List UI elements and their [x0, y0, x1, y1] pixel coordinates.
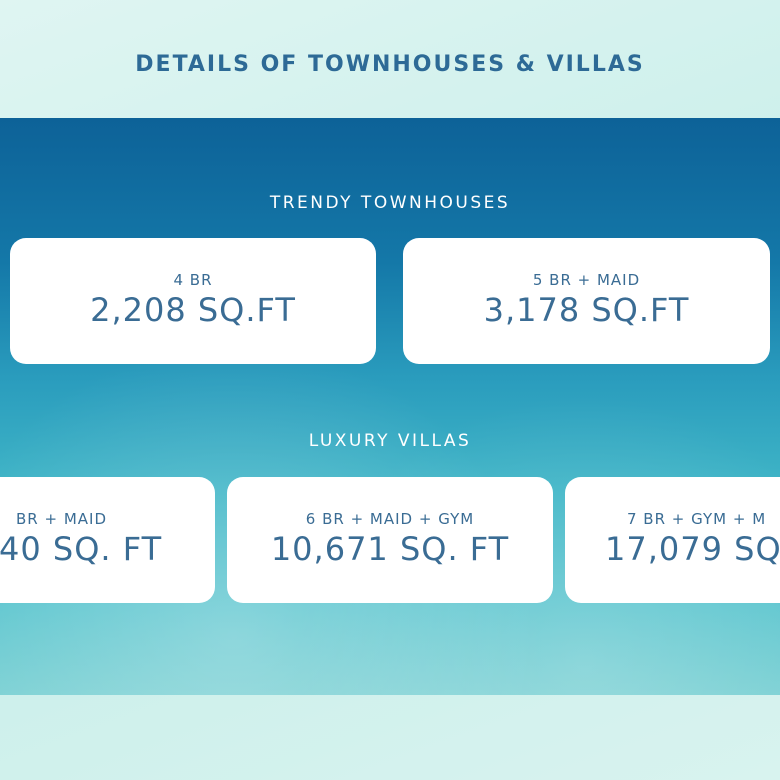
card-label: BR + MAID [16, 510, 107, 528]
villa-card-6br: 6 BR + MAID + GYM 10,671 SQ. FT [227, 477, 553, 603]
card-area: 10,671 SQ. FT [270, 530, 510, 568]
villa-card-7br: 7 BR + GYM + M 17,079 SQ [565, 477, 780, 603]
card-label: 7 BR + GYM + M [627, 510, 767, 528]
card-label: 4 BR [173, 271, 213, 289]
townhouses-heading: TRENDY TOWNHOUSES [269, 193, 511, 213]
card-area: 3,178 SQ.FT [483, 291, 690, 329]
townhouse-card-4br: 4 BR 2,208 SQ.FT [10, 238, 376, 364]
card-label: 5 BR + MAID [532, 271, 641, 289]
card-area: 40 SQ. FT [0, 530, 163, 568]
villas-heading: LUXURY VILLAS [308, 431, 472, 451]
card-label: 6 BR + MAID + GYM [305, 510, 475, 528]
villa-card-left: BR + MAID 40 SQ. FT [0, 477, 215, 603]
card-area: 17,079 SQ [605, 530, 780, 568]
townhouse-card-5br: 5 BR + MAID 3,178 SQ.FT [403, 238, 770, 364]
card-area: 2,208 SQ.FT [90, 291, 296, 329]
page-title: DETAILS OF TOWNHOUSES & VILLAS [135, 52, 645, 77]
